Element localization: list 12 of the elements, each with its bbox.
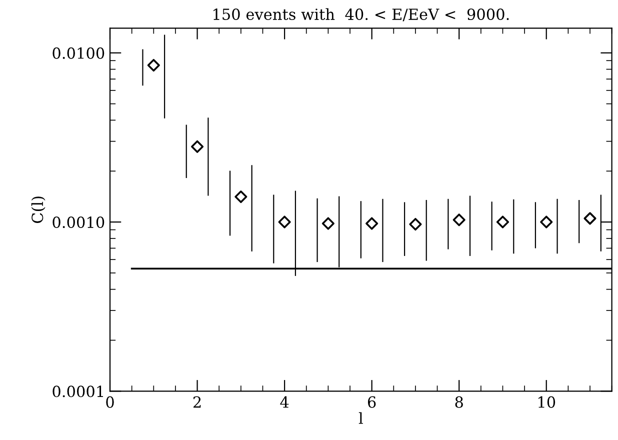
y-tick-label: 0.0010 — [52, 216, 104, 228]
x-tick-label: 8 — [455, 396, 463, 408]
x-tick-label: 4 — [280, 396, 289, 408]
x-tick-label: 10 — [538, 396, 556, 408]
x-axis-title: l — [358, 412, 363, 424]
y-tick-label: 0.0001 — [52, 386, 103, 398]
x-tick-label: 0 — [106, 396, 114, 408]
chart-title: 150 events with 40. < E/EeV < 9000. — [214, 8, 509, 22]
y-axis-title: C(l) — [31, 196, 46, 224]
x-tick-label: 2 — [193, 396, 201, 408]
x-tick-label: 6 — [368, 396, 376, 408]
y-tick-label: 0.0100 — [52, 47, 104, 59]
